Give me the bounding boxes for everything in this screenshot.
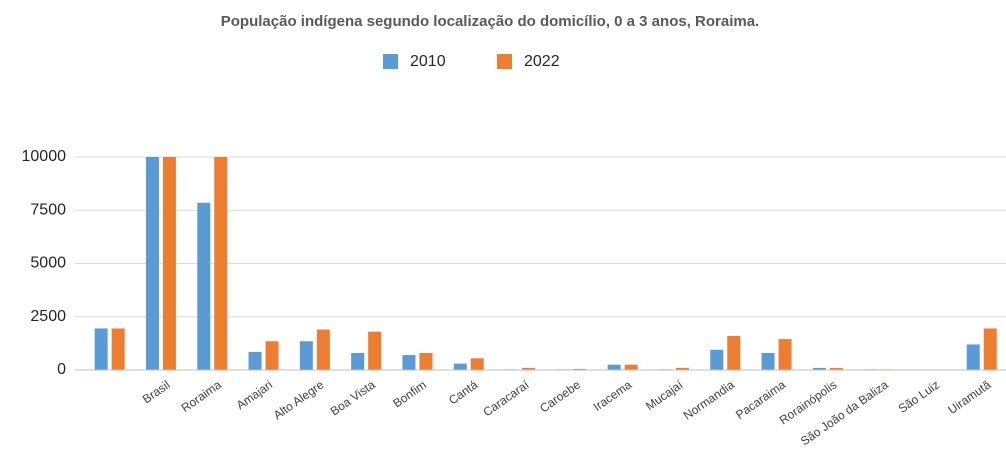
x-tick-label: Brasil	[140, 378, 173, 407]
x-tick-label: São Luiz	[896, 378, 942, 416]
x-tick-label: Bonfim	[390, 378, 429, 411]
x-tick-label: Caracaraí	[480, 377, 532, 419]
y-tick-label: 5000	[30, 255, 66, 272]
bar	[402, 355, 416, 370]
x-tick-label: Iracema	[591, 377, 635, 414]
legend-swatch	[383, 54, 398, 69]
bar	[316, 329, 330, 370]
x-tick-label: Amajari	[234, 378, 275, 413]
bar	[299, 341, 313, 370]
y-tick-label: 2500	[30, 308, 66, 325]
bar	[453, 363, 467, 370]
x-tick-label: Uiramutã	[945, 377, 993, 417]
bar	[607, 364, 621, 370]
bar	[624, 364, 638, 370]
x-tick-label: Mucajaí	[643, 377, 686, 413]
bar	[265, 341, 279, 370]
bar	[522, 367, 536, 370]
bar	[812, 367, 826, 370]
bar	[419, 352, 433, 370]
bar	[145, 157, 159, 370]
bar	[197, 202, 211, 370]
x-tick-label: Caroebe	[537, 377, 583, 415]
legend-swatch	[497, 54, 512, 69]
bar	[829, 367, 843, 370]
bar	[778, 339, 792, 370]
x-tick-label: Roraima	[179, 377, 224, 415]
legend-label: 2022	[524, 53, 560, 70]
y-tick-label: 10000	[22, 148, 67, 165]
bar	[983, 328, 997, 370]
bar	[94, 328, 108, 370]
bar	[761, 352, 775, 370]
bar	[470, 358, 484, 370]
bar	[727, 335, 741, 370]
bar	[710, 349, 724, 370]
x-tick-label: Normandia	[681, 377, 737, 422]
bar	[368, 331, 382, 370]
bar	[966, 344, 980, 370]
x-tick-label: Boa Vista	[328, 377, 378, 418]
x-tick-label: Cantá	[446, 377, 481, 407]
x-tick-label: Alto Alegre	[271, 377, 327, 422]
bar	[675, 367, 689, 370]
bar	[111, 328, 125, 370]
chart-title: População indígena segundo localização d…	[221, 13, 759, 30]
bar	[214, 157, 228, 370]
bar	[248, 351, 262, 370]
y-tick-label: 7500	[30, 201, 66, 218]
legend-label: 2010	[410, 53, 446, 70]
x-tick-label: São João da Baliza	[798, 377, 891, 448]
bar	[351, 352, 365, 370]
bar	[162, 157, 176, 370]
bar	[573, 368, 587, 370]
y-tick-label: 0	[57, 361, 66, 378]
